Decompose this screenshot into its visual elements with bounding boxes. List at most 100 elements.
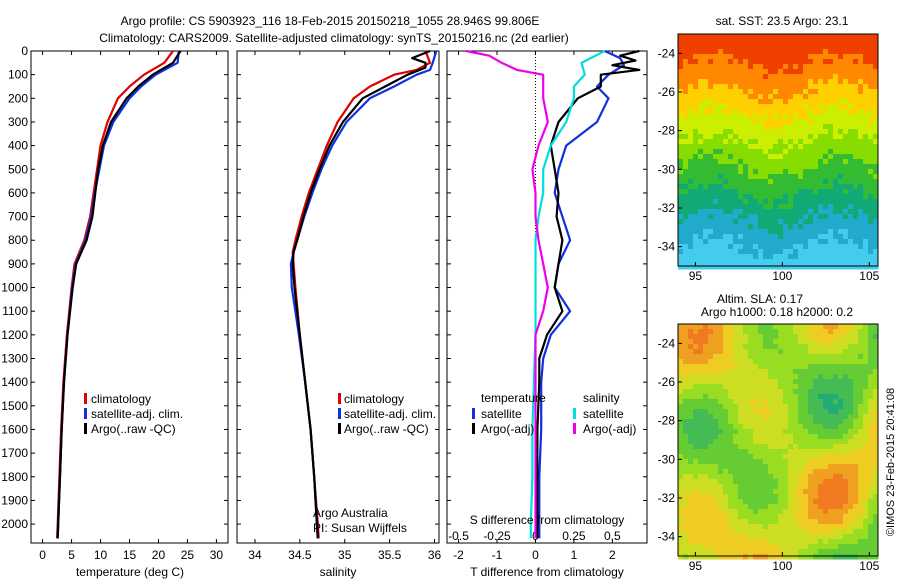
y-tick-label: -34 <box>658 240 676 254</box>
map-cell <box>728 144 734 150</box>
map-cell <box>758 244 764 250</box>
map-cell <box>853 169 859 175</box>
map-cell <box>828 429 834 435</box>
map-cell <box>738 44 744 50</box>
map-cell <box>803 54 809 60</box>
map-cell <box>743 329 749 335</box>
map-cell <box>828 344 834 350</box>
map-cell <box>823 374 829 380</box>
map-cell <box>813 144 819 150</box>
map-cell <box>758 379 764 385</box>
map-cell <box>698 34 704 40</box>
map-cell <box>843 209 849 215</box>
map-cell <box>718 144 724 150</box>
map-cell <box>703 429 709 435</box>
map-cell <box>753 364 759 370</box>
map-cell <box>868 199 874 205</box>
map-cell <box>723 394 729 400</box>
map-cell <box>818 409 824 415</box>
map-cell <box>723 359 729 365</box>
map-cell <box>733 529 739 535</box>
map-cell <box>813 184 819 190</box>
map-cell <box>818 104 824 110</box>
map-cell <box>783 89 789 95</box>
map-cell <box>733 389 739 395</box>
map-cell <box>753 514 759 520</box>
map-cell <box>703 254 709 260</box>
map-cell <box>733 449 739 455</box>
map-cell <box>843 479 849 485</box>
map-cell <box>758 539 764 545</box>
map-cell <box>703 484 709 490</box>
map-cell <box>713 534 719 540</box>
map-cell <box>833 334 839 340</box>
map-cell <box>813 509 819 515</box>
map-cell <box>748 399 754 405</box>
map-cell <box>818 54 824 60</box>
map-cell <box>718 194 724 200</box>
map-cell <box>788 264 794 270</box>
map-cell <box>793 519 799 525</box>
map-cell <box>708 244 714 250</box>
map-cell <box>743 389 749 395</box>
map-cell <box>828 209 834 215</box>
map-cell <box>803 129 809 135</box>
map-cell <box>708 59 714 65</box>
map-cell <box>843 329 849 335</box>
map-cell <box>723 159 729 165</box>
map-cell <box>708 509 714 515</box>
map-cell <box>808 164 814 170</box>
map-cell <box>843 224 849 230</box>
map-cell <box>868 429 874 435</box>
map-cell <box>683 214 689 220</box>
map-cell <box>698 104 704 110</box>
map-cell <box>848 84 854 90</box>
map-cell <box>823 144 829 150</box>
map-cell <box>868 179 874 185</box>
map-cell <box>678 344 684 350</box>
map-cell <box>803 114 809 120</box>
map-cell <box>718 199 724 205</box>
map-cell <box>778 489 784 495</box>
map-cell <box>753 494 759 500</box>
map-cell <box>803 199 809 205</box>
map-cell <box>843 494 849 500</box>
map-cell <box>688 204 694 210</box>
map-cell <box>803 69 809 75</box>
map-cell <box>703 464 709 470</box>
map-cell <box>718 164 724 170</box>
map-cell <box>793 399 799 405</box>
map-cell <box>738 119 744 125</box>
map-cell <box>678 264 684 270</box>
map-cell <box>688 259 694 265</box>
map-cell <box>693 149 699 155</box>
map-cell <box>753 214 759 220</box>
map-cell <box>718 514 724 520</box>
map-cell <box>803 539 809 545</box>
map-cell <box>758 509 764 515</box>
map-cell <box>758 69 764 75</box>
map-cell <box>763 179 769 185</box>
map-cell <box>758 39 764 45</box>
map-cell <box>753 484 759 490</box>
map-cell <box>803 359 809 365</box>
map-cell <box>778 369 784 375</box>
map-cell <box>838 484 844 490</box>
map-cell <box>788 329 794 335</box>
map-cell <box>788 224 794 230</box>
map-cell <box>763 409 769 415</box>
map-cell <box>873 149 879 155</box>
map-cell <box>748 509 754 515</box>
map-cell <box>798 519 804 525</box>
map-cell <box>798 529 804 535</box>
map-cell <box>688 494 694 500</box>
map-cell <box>768 444 774 450</box>
legend-label-argo: Argo(..raw -QC) <box>344 422 429 436</box>
map-cell <box>703 329 709 335</box>
map-cell <box>698 114 704 120</box>
map-cell <box>808 239 814 245</box>
map-cell <box>828 64 834 70</box>
map-cell <box>853 254 859 260</box>
map-cell <box>808 469 814 475</box>
map-cell <box>733 204 739 210</box>
